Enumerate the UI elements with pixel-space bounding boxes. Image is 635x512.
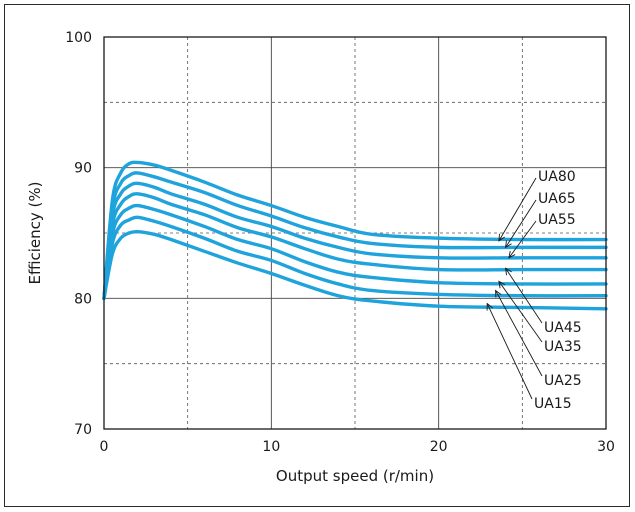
curve-label-ua45: UA45 xyxy=(544,320,582,336)
curve-labels: UA80 UA65 UA55 UA45 UA35 UA25 UA15 xyxy=(486,169,582,412)
y-tick-label: 70 xyxy=(74,422,92,438)
x-tick-label: 20 xyxy=(430,439,448,455)
arrow-head-ua25 xyxy=(495,289,502,298)
leader-line-ua65 xyxy=(505,199,537,248)
curve-label-ua65: UA65 xyxy=(538,191,576,207)
x-tick-label: 0 xyxy=(100,439,109,455)
y-tick-labels: 70 80 90 100 xyxy=(65,30,92,438)
series-line-ua15 xyxy=(102,229,608,311)
curve-label-ua55: UA55 xyxy=(538,212,576,228)
series-line-ua80 xyxy=(102,160,608,301)
leader-line-ua55 xyxy=(508,220,537,259)
y-tick-label: 90 xyxy=(74,161,92,177)
curve-label-ua35: UA35 xyxy=(544,339,582,355)
curve-label-ua15: UA15 xyxy=(534,396,572,412)
series-line-ua55 xyxy=(102,181,608,301)
x-axis-label: Output speed (r/min) xyxy=(276,467,434,485)
leader-line-ua80 xyxy=(498,177,537,242)
x-tick-label: 10 xyxy=(262,439,280,455)
leader-line-ua15 xyxy=(486,303,533,400)
curve-label-ua25: UA25 xyxy=(544,373,582,389)
x-tick-label: 30 xyxy=(597,439,615,455)
series-line-ua35 xyxy=(102,203,608,301)
y-tick-label: 100 xyxy=(65,30,92,46)
x-tick-labels: 0 10 20 30 xyxy=(100,439,615,455)
leader-line-ua35 xyxy=(498,281,543,343)
arrow-head-ua65 xyxy=(505,240,512,249)
plot-border xyxy=(103,36,607,430)
series-line-ua65 xyxy=(102,171,608,301)
leader-line-ua45 xyxy=(505,268,543,324)
arrow-head-ua80 xyxy=(498,233,505,242)
chart-frame xyxy=(4,4,630,507)
arrow-head-ua55 xyxy=(508,250,516,259)
series-line-ua25 xyxy=(102,215,608,301)
y-axis-label: Efficiency (%) xyxy=(26,182,44,285)
curves xyxy=(102,160,608,311)
arrow-head-ua45 xyxy=(505,267,512,276)
arrow-head-ua15 xyxy=(486,302,493,311)
y-tick-label: 80 xyxy=(74,291,92,307)
grid xyxy=(104,37,606,429)
curve-label-ua80: UA80 xyxy=(538,169,576,185)
arrow-head-ua35 xyxy=(498,280,506,289)
series-line-ua45 xyxy=(102,192,608,301)
leader-line-ua25 xyxy=(495,290,543,377)
